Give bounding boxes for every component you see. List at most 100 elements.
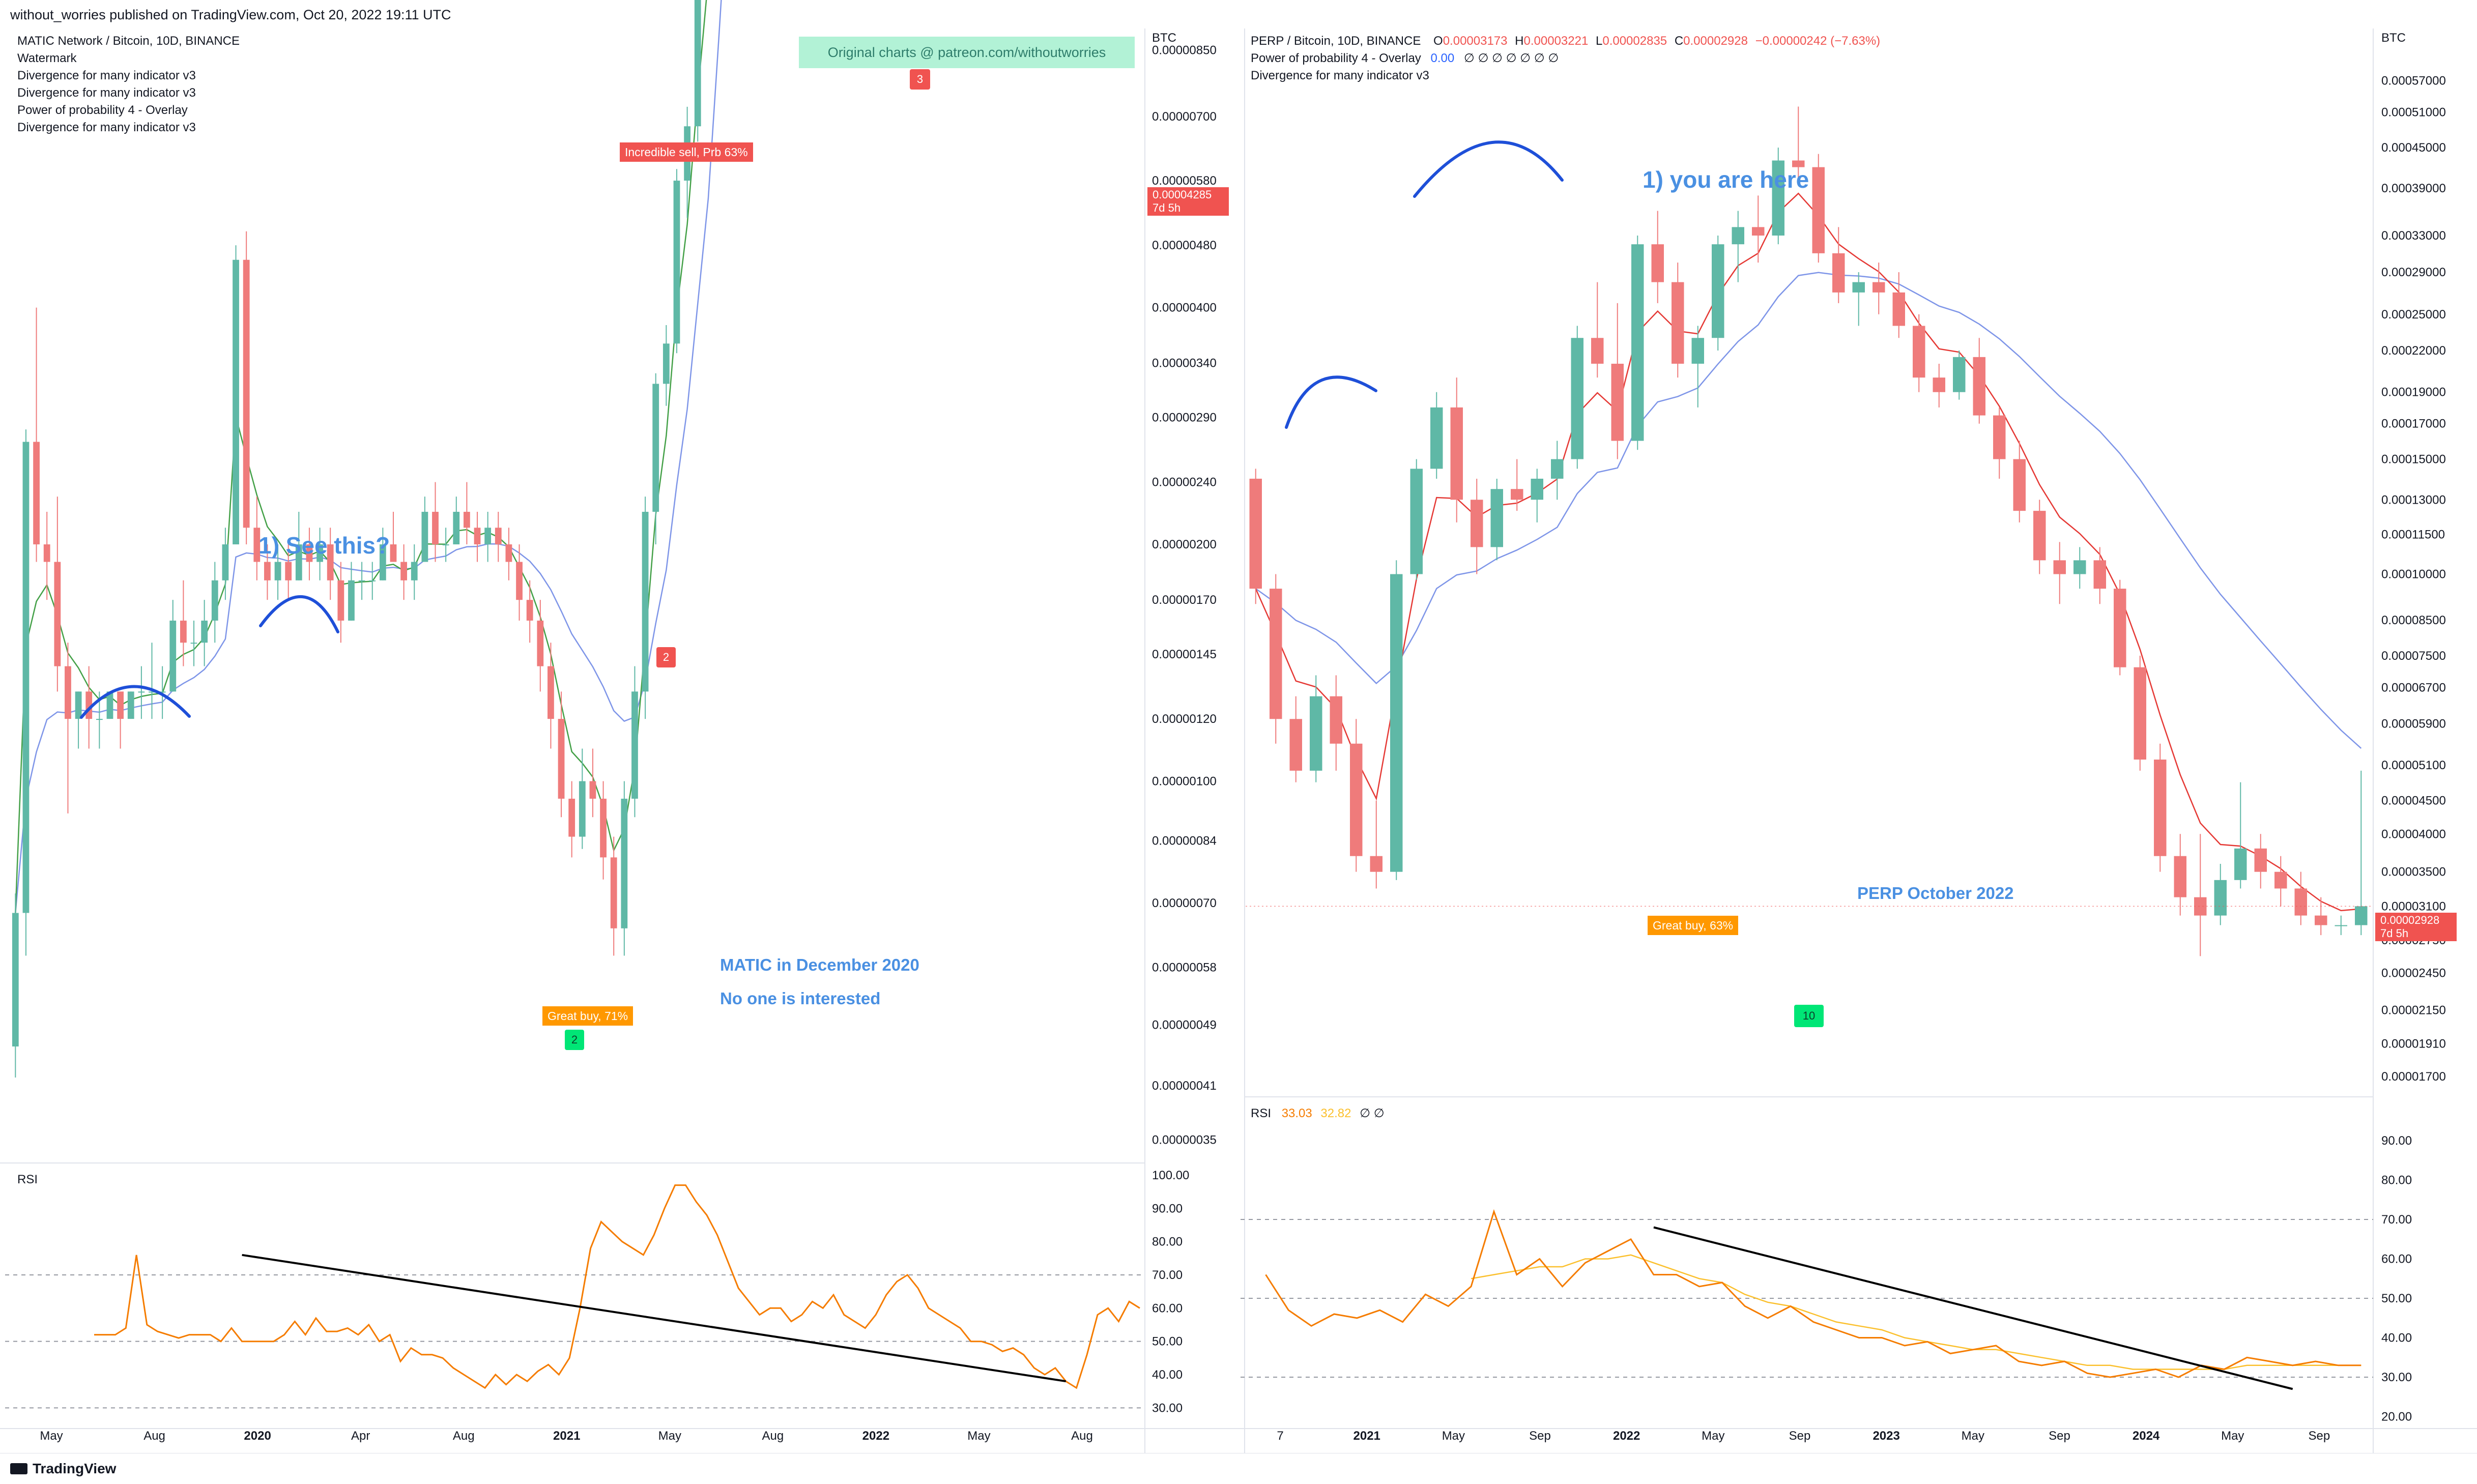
left-candle-body bbox=[474, 528, 481, 545]
right-price-tick: 0.00001910 bbox=[2381, 1037, 2446, 1051]
left-price-tick: 0.00000070 bbox=[1152, 896, 1217, 910]
left-price-tick: 0.00000480 bbox=[1152, 239, 1217, 252]
right-legend: PERP / Bitcoin, 10D, BINANCE O0.00003173… bbox=[1251, 33, 1880, 84]
right-time-tick: 7 bbox=[1277, 1429, 1283, 1443]
right-candle-body bbox=[2315, 915, 2327, 925]
right-rsi-tick: 70.00 bbox=[2381, 1213, 2412, 1227]
right-time-tick: Sep bbox=[1529, 1429, 1551, 1443]
right-candle-body bbox=[1892, 292, 1905, 326]
left-time-tick: 2020 bbox=[244, 1429, 271, 1443]
right-candle-body bbox=[1430, 407, 1443, 469]
left-candle-body bbox=[453, 512, 460, 545]
left-candle-body bbox=[169, 620, 177, 692]
left-candle-body bbox=[484, 528, 492, 545]
left-rsi-tick: 70.00 bbox=[1152, 1268, 1183, 1282]
left-candle-body bbox=[516, 562, 523, 600]
ohlc-change: −0.00000242 (−7.63%) bbox=[1755, 34, 1881, 48]
left-price-tick: 0.00000049 bbox=[1152, 1019, 1217, 1032]
left-price-tick: 0.00000100 bbox=[1152, 775, 1217, 789]
left-price-tick: 0.00000084 bbox=[1152, 834, 1217, 848]
right-candle-body bbox=[2174, 856, 2186, 897]
left-candle-body bbox=[495, 528, 502, 545]
right-price-tick: 0.00005100 bbox=[2381, 759, 2446, 772]
left-price-tick: 0.00000058 bbox=[1152, 961, 1217, 974]
right-legend-pop-value: 0.00 bbox=[1430, 51, 1455, 65]
ohlc-o: 0.00003173 bbox=[1443, 34, 1508, 48]
left-current-price-countdown: 7d 5h bbox=[1153, 201, 1181, 214]
left-candle-body bbox=[610, 857, 617, 928]
right-candle-body bbox=[1913, 326, 1925, 378]
right-candle-body bbox=[1933, 377, 1945, 392]
left-candle-body bbox=[369, 580, 376, 581]
left-price-tick: 0.00000400 bbox=[1152, 301, 1217, 315]
left-candle-body bbox=[526, 600, 533, 621]
left-time-tick: May bbox=[658, 1429, 681, 1443]
right-candle-body bbox=[1571, 338, 1583, 459]
right-candle-body bbox=[1471, 500, 1483, 547]
tradingview-brand: TradingView bbox=[33, 1461, 117, 1476]
right-candle-body bbox=[1350, 743, 1363, 856]
left-candle-body bbox=[505, 544, 512, 562]
chart-background bbox=[0, 28, 2477, 1453]
left-price-unit: BTC bbox=[1152, 31, 1176, 45]
left-candle-body bbox=[642, 512, 649, 692]
left-legend-divergence-2: Divergence for many indicator v3 bbox=[17, 86, 196, 100]
left-candle-body bbox=[348, 580, 355, 621]
right-candle-body bbox=[1390, 574, 1403, 872]
left-candle-body bbox=[337, 580, 344, 621]
right-rsi-value: 33.03 bbox=[1281, 1107, 1312, 1120]
right-rsi-legend: RSI 33.03 32.82 ∅ ∅ bbox=[1251, 1105, 1385, 1122]
left-candle-body bbox=[22, 442, 30, 913]
right-candle-body bbox=[1249, 478, 1262, 589]
left-candle-body bbox=[190, 643, 197, 644]
matic-december-annotation: MATIC in December 2020 bbox=[720, 955, 919, 974]
right-rsi-tick: 90.00 bbox=[2381, 1134, 2412, 1148]
perp-october-annotation: PERP October 2022 bbox=[1857, 884, 2014, 903]
right-time-tick: 2021 bbox=[1353, 1429, 1380, 1443]
left-candle-body bbox=[558, 719, 565, 799]
right-candle-body bbox=[1691, 338, 1704, 364]
left-candle-body bbox=[306, 544, 313, 562]
right-time-tick: 2024 bbox=[2133, 1429, 2160, 1443]
left-candle-body bbox=[568, 798, 575, 837]
right-candle-body bbox=[2214, 880, 2227, 916]
no-one-annotation: No one is interested bbox=[720, 989, 881, 1008]
left-rsi-legend: RSI bbox=[17, 1171, 38, 1188]
incredible-sell-label: Incredible sell, Prb 63% bbox=[620, 142, 753, 162]
tradingview-logo[interactable]: TradingView bbox=[10, 1461, 116, 1477]
right-rsi-trendline bbox=[1653, 1226, 2293, 1390]
left-time-tick: Aug bbox=[1071, 1429, 1093, 1443]
left-time-tick: May bbox=[40, 1429, 63, 1443]
right-legend-divergence: Divergence for many indicator v3 bbox=[1251, 69, 1429, 82]
watermark-box: Original charts @ patreon.com/withoutwor… bbox=[799, 37, 1135, 68]
left-candle-body bbox=[33, 442, 40, 545]
right-time-tick: 2022 bbox=[1613, 1429, 1640, 1443]
left-price-tick: 0.00000120 bbox=[1152, 712, 1217, 726]
right-fast-ma-line bbox=[1255, 192, 2361, 912]
right-candle-body bbox=[2114, 589, 2126, 667]
right-price-tick: 0.00001700 bbox=[2381, 1070, 2446, 1084]
left-legend: MATIC Network / Bitcoin, 10D, BINANCE Wa… bbox=[17, 33, 240, 136]
right-price-unit: BTC bbox=[2381, 31, 2406, 45]
right-candle-body bbox=[1752, 227, 1765, 236]
right-price-tick: 0.00002450 bbox=[2381, 966, 2446, 980]
right-candle-body bbox=[1672, 282, 1684, 364]
right-rsi-tick: 40.00 bbox=[2381, 1331, 2412, 1345]
you-are-here-annotation: 1) you are here bbox=[1643, 166, 1809, 193]
left-candle-body bbox=[463, 512, 470, 528]
right-candle-body bbox=[1631, 244, 1644, 441]
left-candle-body bbox=[54, 562, 61, 666]
left-candle-body bbox=[12, 913, 19, 1046]
right-candle-body bbox=[2254, 848, 2267, 872]
left-rsi-tick: 50.00 bbox=[1152, 1335, 1183, 1349]
marker-3: 3 bbox=[910, 69, 930, 90]
left-candle-body bbox=[233, 259, 239, 545]
right-price-tick: 0.00025000 bbox=[2381, 308, 2446, 322]
left-rsi-tick: 40.00 bbox=[1152, 1368, 1183, 1382]
left-candle-body bbox=[327, 544, 334, 580]
left-candle-body bbox=[652, 384, 659, 512]
right-candle-body bbox=[2335, 925, 2347, 926]
right-candle-body bbox=[1852, 282, 1865, 293]
left-legend-watermark: Watermark bbox=[17, 51, 77, 65]
